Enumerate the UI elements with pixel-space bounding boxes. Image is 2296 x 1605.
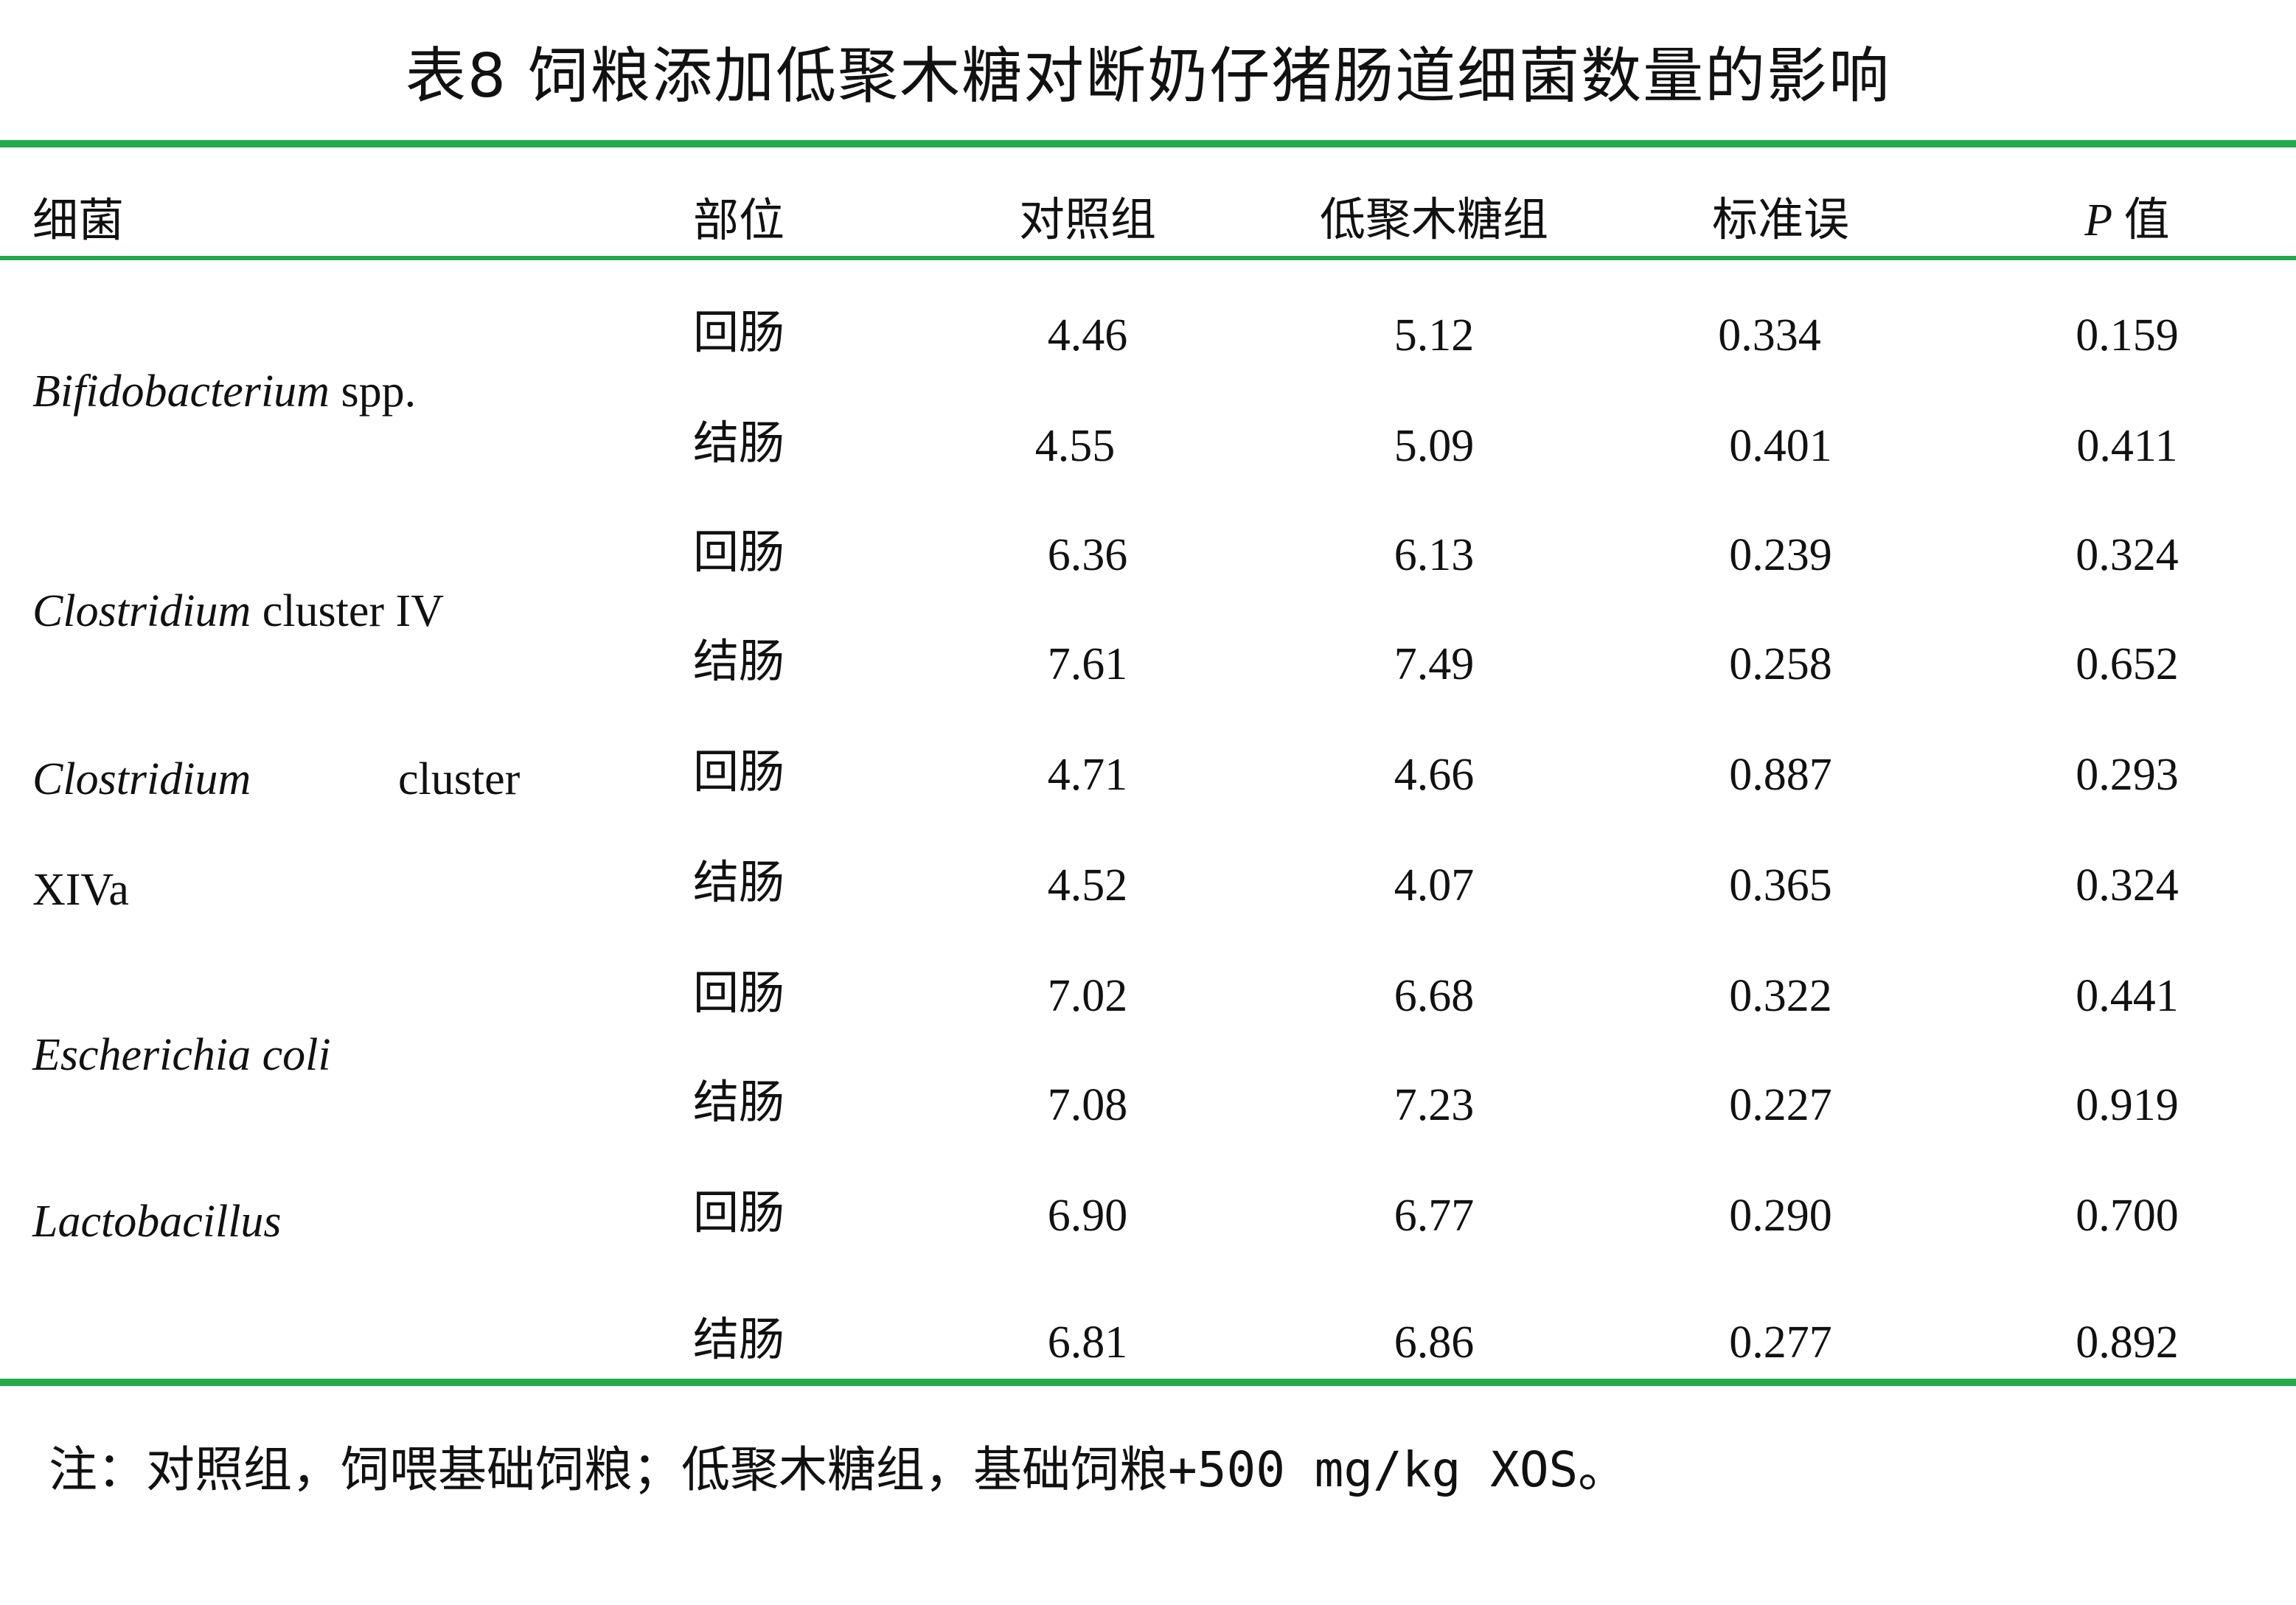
cell-site: 回肠	[693, 745, 785, 798]
bacteria-clostridium-xiva-line1: Clostridium	[32, 756, 251, 802]
cell-se: 0.887	[1729, 750, 1832, 800]
cell-se: 0.258	[1729, 639, 1832, 689]
bacteria-name-rest: spp.	[329, 366, 417, 417]
bacteria-escherichia-coli: Escherichia coli	[32, 1032, 331, 1078]
cell-control: 6.81	[1047, 1317, 1128, 1368]
header-rule	[0, 256, 2296, 260]
cell-control: 4.55	[1034, 421, 1116, 471]
cell-p: 0.652	[2076, 639, 2179, 689]
cell-site: 回肠	[693, 966, 785, 1020]
table-top-rule	[0, 140, 2296, 147]
table-bottom-rule	[0, 1379, 2296, 1386]
cell-se: 0.239	[1729, 530, 1832, 580]
header-se: 标准误	[1711, 195, 1850, 246]
header-xos: 低聚木糖组	[1319, 195, 1549, 246]
cell-site: 结肠	[693, 416, 785, 470]
cell-p: 0.411	[2076, 421, 2178, 471]
cell-p: 0.700	[2076, 1191, 2179, 1241]
cell-se: 0.322	[1729, 971, 1832, 1021]
cell-site: 结肠	[693, 1075, 785, 1129]
bacteria-name-italic: Escherichia coli	[32, 1030, 331, 1080]
cell-se: 0.401	[1729, 421, 1832, 471]
bacteria-clostridium-iv: Clostridium cluster IV	[32, 588, 444, 634]
cell-control: 7.02	[1047, 971, 1128, 1021]
cell-xos: 4.07	[1394, 860, 1475, 911]
cell-site: 结肠	[693, 855, 785, 909]
bacteria-lactobacillus: Lactobacillus	[32, 1199, 282, 1244]
bacteria-name-rest: cluster IV	[251, 586, 444, 636]
header-p: P 值	[2084, 198, 2169, 243]
cell-site: 结肠	[693, 634, 785, 688]
table-title: 表8 饲粮添加低聚木糖对断奶仔猪肠道细菌数量的影响	[405, 41, 1891, 111]
cell-xos: 6.68	[1394, 971, 1475, 1021]
header-site: 部位	[693, 193, 785, 247]
bacteria-clostridium-xiva-cluster: cluster	[398, 754, 521, 804]
bacteria-name-italic: Bifidobacterium	[32, 366, 330, 417]
cell-control: 6.36	[1047, 530, 1128, 580]
cell-control: 4.52	[1047, 860, 1128, 911]
table-note: 注：对照组，饲喂基础饲粮；低聚木糖组，基础饲粮+500 mg/kg XOS。	[49, 1441, 1627, 1498]
cell-p: 0.892	[2076, 1317, 2179, 1368]
cell-xos: 7.23	[1394, 1080, 1475, 1130]
cell-p: 0.324	[2076, 530, 2179, 580]
cell-control: 4.46	[1047, 310, 1128, 361]
cell-xos: 6.13	[1394, 530, 1475, 580]
cell-p: 0.159	[2076, 310, 2179, 361]
cell-xos: 5.12	[1394, 310, 1475, 361]
cell-site: 回肠	[693, 1186, 785, 1239]
cell-xos: 6.86	[1394, 1317, 1475, 1368]
cell-xos: 6.77	[1394, 1191, 1475, 1241]
cell-se: 0.365	[1729, 860, 1832, 911]
cell-se: 0.334	[1718, 310, 1821, 361]
cell-site: 回肠	[693, 305, 785, 359]
cell-site: 结肠	[693, 1312, 785, 1366]
cell-p: 0.919	[2076, 1080, 2179, 1130]
cell-xos: 5.09	[1394, 421, 1475, 471]
header-p-letter: P	[2084, 195, 2113, 246]
cell-se: 0.227	[1729, 1080, 1832, 1130]
bacteria-name-italic: Clostridium	[32, 754, 251, 804]
bacteria-bifidobacterium: Bifidobacterium spp.	[32, 369, 416, 414]
bacteria-clostridium-xiva-line2: XIVa	[32, 865, 129, 915]
cell-se: 0.290	[1729, 1191, 1832, 1241]
cell-control: 6.90	[1047, 1191, 1128, 1241]
cell-p: 0.324	[2076, 860, 2179, 911]
header-control: 对照组	[1018, 195, 1157, 246]
bacteria-name-italic: Lactobacillus	[32, 1197, 282, 1247]
cell-xos: 4.66	[1394, 750, 1475, 800]
header-bacteria: 细菌	[32, 193, 125, 247]
cell-control: 7.08	[1047, 1080, 1128, 1130]
cell-xos: 7.49	[1394, 639, 1475, 689]
cell-control: 4.71	[1047, 750, 1128, 800]
cell-se: 0.277	[1729, 1317, 1832, 1368]
cell-control: 7.61	[1047, 639, 1128, 689]
bacteria-name-italic: Clostridium	[32, 586, 251, 636]
header-p-suffix: 值	[2112, 195, 2170, 246]
cell-p: 0.293	[2076, 750, 2179, 800]
cell-p: 0.441	[2076, 971, 2179, 1021]
cell-site: 回肠	[693, 525, 785, 579]
